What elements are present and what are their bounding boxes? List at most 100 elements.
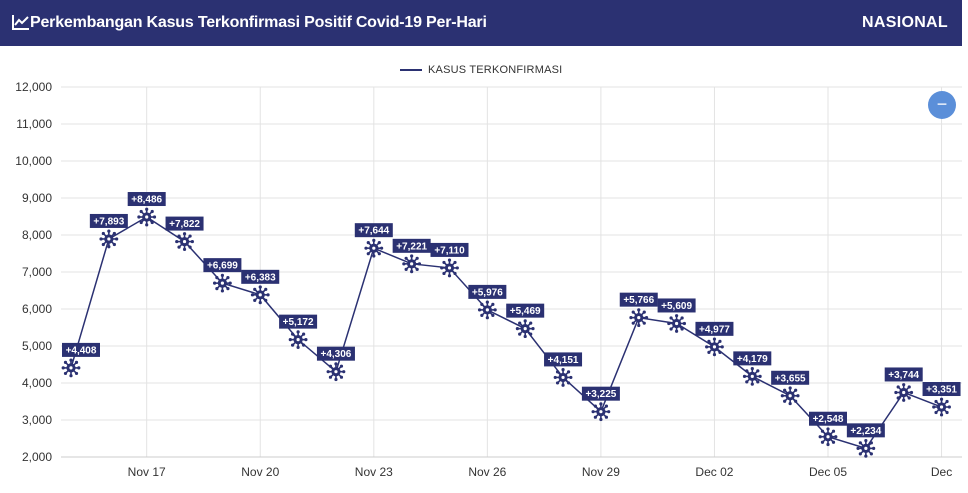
- data-label-box: [241, 269, 280, 284]
- y-tick-label: 10,000: [15, 154, 52, 168]
- virus-marker-icon: [364, 238, 384, 258]
- y-tick-label: 6,000: [22, 302, 52, 316]
- data-label-box: [846, 423, 885, 438]
- data-label: +3,655: [775, 373, 806, 384]
- virus-marker-icon: [894, 383, 914, 402]
- virus-marker-icon: [477, 300, 497, 320]
- data-label-box: [89, 213, 128, 228]
- virus-marker-icon: [780, 386, 800, 406]
- legend-label: KASUS TERKONFIRMASI: [428, 64, 563, 76]
- y-tick-label: 3,000: [22, 413, 52, 427]
- data-label-box: [695, 321, 734, 336]
- data-label: +4,408: [66, 345, 97, 356]
- data-label: +3,351: [926, 385, 957, 396]
- data-label: +5,172: [283, 317, 314, 328]
- virus-marker-icon: [932, 397, 951, 417]
- data-label: +2,234: [850, 426, 881, 437]
- data-label-box: [581, 386, 620, 401]
- y-tick-label: 9,000: [22, 191, 52, 205]
- data-label-box: [922, 382, 961, 397]
- x-tick-label: Dec 05: [809, 465, 847, 479]
- virus-marker-icon: [591, 402, 611, 422]
- virus-marker-icon: [326, 362, 346, 382]
- x-tick-label: Nov 26: [468, 465, 506, 479]
- data-label: +5,609: [661, 301, 692, 312]
- chart-title: Perkembangan Kasus Terkonfirmasi Positif…: [30, 14, 487, 31]
- data-label: +5,469: [510, 306, 541, 317]
- data-label: +6,699: [207, 261, 238, 272]
- data-label: +3,744: [888, 370, 919, 381]
- y-tick-label: 5,000: [22, 339, 52, 353]
- data-label: +4,306: [321, 349, 352, 360]
- data-label-box: [165, 216, 204, 231]
- virus-marker-icon: [553, 368, 573, 387]
- data-label-box: [62, 342, 100, 357]
- data-label-box: [127, 192, 166, 207]
- data-label: +5,766: [623, 295, 654, 306]
- data-label-box: [279, 314, 318, 329]
- x-tick-label: Nov 17: [128, 465, 166, 479]
- data-label: +7,644: [358, 226, 389, 237]
- data-label: +4,977: [699, 324, 730, 335]
- x-tick-label: Nov 23: [355, 465, 393, 479]
- chart-header: Perkembangan Kasus Terkonfirmasi Positif…: [0, 0, 962, 46]
- x-tick-label: Nov 20: [241, 465, 279, 479]
- data-label-box: [430, 242, 469, 257]
- data-label-box: [809, 411, 847, 426]
- data-label: +2,548: [813, 414, 844, 425]
- data-label-box: [619, 292, 658, 307]
- y-tick-label: 8,000: [22, 228, 52, 242]
- data-label: +7,893: [93, 216, 124, 227]
- x-tick-label: Dec 02: [695, 465, 733, 479]
- line-chart-icon: [12, 15, 29, 30]
- data-label-box: [354, 223, 393, 238]
- data-label: +7,822: [169, 219, 200, 230]
- data-label: +7,110: [434, 245, 465, 256]
- data-label-box: [392, 238, 431, 253]
- x-tick-label: Dec: [931, 465, 952, 479]
- data-label: +3,225: [585, 389, 616, 400]
- data-label-box: [203, 258, 242, 273]
- virus-marker-icon: [213, 273, 232, 293]
- y-tick-label: 7,000: [22, 265, 52, 279]
- y-tick-label: 4,000: [22, 376, 52, 390]
- virus-marker-icon: [742, 366, 762, 386]
- y-tick-label: 2,000: [22, 450, 52, 464]
- data-label-box: [733, 351, 772, 366]
- virus-marker-icon: [402, 254, 422, 274]
- data-label-box: [316, 346, 355, 361]
- virus-marker-icon: [629, 308, 649, 328]
- x-tick-label: Nov 29: [582, 465, 620, 479]
- data-label: +5,976: [472, 287, 503, 298]
- virus-marker-icon: [175, 232, 194, 251]
- data-label-box: [884, 367, 923, 382]
- y-tick-label: 12,000: [15, 80, 52, 94]
- data-label: +8,486: [131, 195, 162, 206]
- data-label: +4,151: [548, 355, 579, 366]
- virus-marker-icon: [667, 314, 686, 333]
- chart-legend[interactable]: KASUS TERKONFIRMASI: [400, 63, 562, 77]
- virus-marker-icon: [61, 358, 81, 378]
- data-label-box: [657, 298, 696, 313]
- virus-marker-icon: [705, 337, 724, 357]
- data-label: +7,221: [396, 241, 427, 252]
- data-label: +6,383: [245, 272, 276, 283]
- virus-marker-icon: [515, 319, 535, 339]
- data-label-box: [771, 370, 810, 385]
- region-label: NASIONAL: [862, 14, 948, 31]
- data-label-box: [544, 352, 583, 367]
- data-label-box: [506, 303, 545, 318]
- data-label-box: [468, 284, 507, 299]
- data-label: +4,179: [737, 354, 768, 365]
- minus-icon: −: [936, 94, 948, 114]
- legend-swatch: [400, 69, 422, 71]
- y-tick-label: 11,000: [16, 117, 52, 131]
- virus-marker-icon: [99, 229, 119, 249]
- zoom-out-button[interactable]: −: [928, 91, 956, 119]
- virus-marker-icon: [856, 438, 876, 458]
- virus-marker-icon: [137, 207, 157, 227]
- virus-marker-icon: [288, 330, 308, 350]
- virus-marker-icon: [250, 285, 270, 305]
- virus-marker-icon: [440, 258, 459, 278]
- virus-marker-icon: [818, 427, 838, 447]
